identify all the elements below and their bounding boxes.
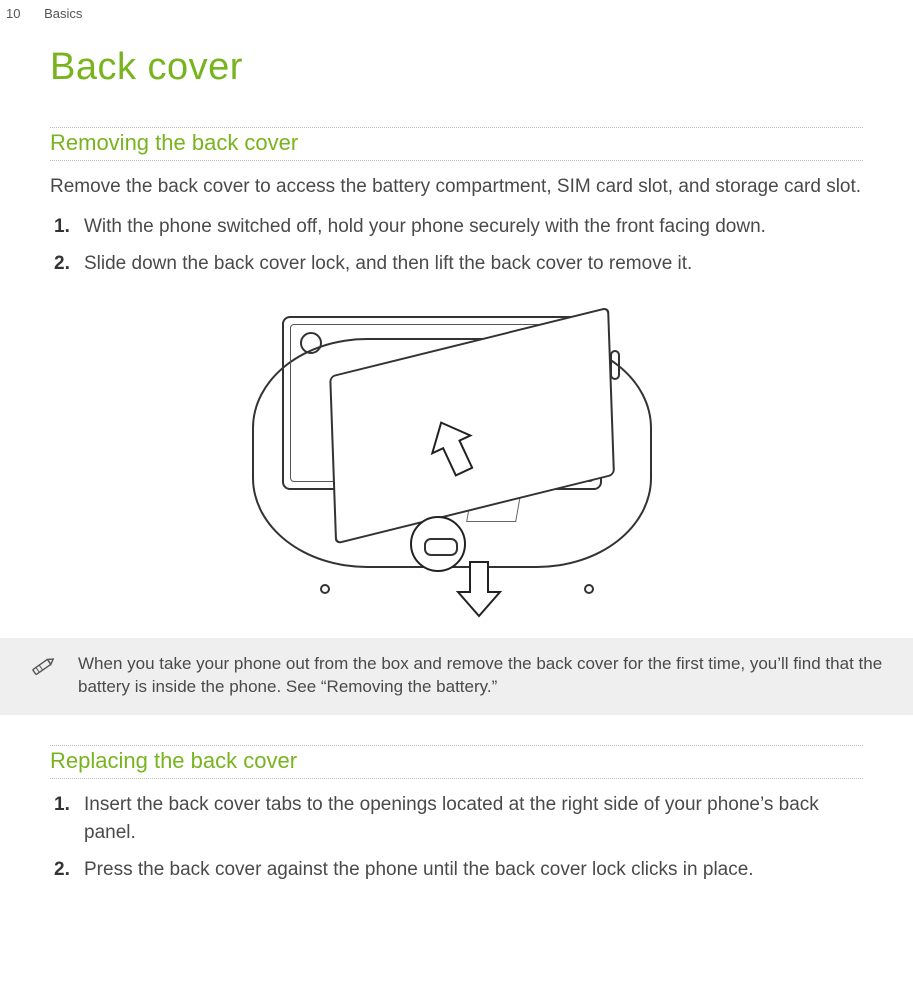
page-content: Back cover Removing the back cover Remov… — [0, 0, 913, 884]
step-item: 1. With the phone switched off, hold you… — [84, 213, 863, 241]
section-lead: Remove the back cover to access the batt… — [50, 173, 863, 201]
screw-icon — [584, 584, 594, 594]
back-cover-diagram — [242, 288, 672, 638]
step-number: 2. — [54, 250, 70, 278]
steps-list-replacing: 1. Insert the back cover tabs to the ope… — [50, 791, 863, 884]
section-replacing: Replacing the back cover 1. Insert the b… — [50, 745, 863, 884]
section-heading-replacing: Replacing the back cover — [50, 748, 863, 779]
running-header: 10 Basics — [6, 6, 82, 21]
page-title: Back cover — [50, 46, 863, 89]
note-callout: When you take your phone out from the bo… — [0, 638, 913, 716]
camera-hole — [300, 332, 322, 354]
step-item: 1. Insert the back cover tabs to the ope… — [84, 791, 863, 846]
page-number: 10 — [6, 6, 20, 21]
step-text: With the phone switched off, hold your p… — [84, 216, 766, 237]
step-text: Insert the back cover tabs to the openin… — [84, 794, 819, 843]
slide-arrow-icon — [454, 558, 504, 618]
step-text: Slide down the back cover lock, and then… — [84, 253, 692, 274]
step-item: 2. Press the back cover against the phon… — [84, 856, 863, 884]
pencil-icon — [23, 647, 65, 690]
rule — [50, 745, 863, 746]
rule — [50, 127, 863, 128]
step-text: Press the back cover against the phone u… — [84, 859, 754, 880]
step-number: 2. — [54, 856, 70, 884]
chapter-name: Basics — [44, 6, 82, 21]
step-number: 1. — [54, 213, 70, 241]
step-number: 1. — [54, 791, 70, 819]
note-text: When you take your phone out from the bo… — [78, 652, 893, 700]
steps-list-removing: 1. With the phone switched off, hold you… — [50, 213, 863, 278]
step-item: 2. Slide down the back cover lock, and t… — [84, 250, 863, 278]
section-heading-removing: Removing the back cover — [50, 130, 863, 161]
screw-icon — [320, 584, 330, 594]
